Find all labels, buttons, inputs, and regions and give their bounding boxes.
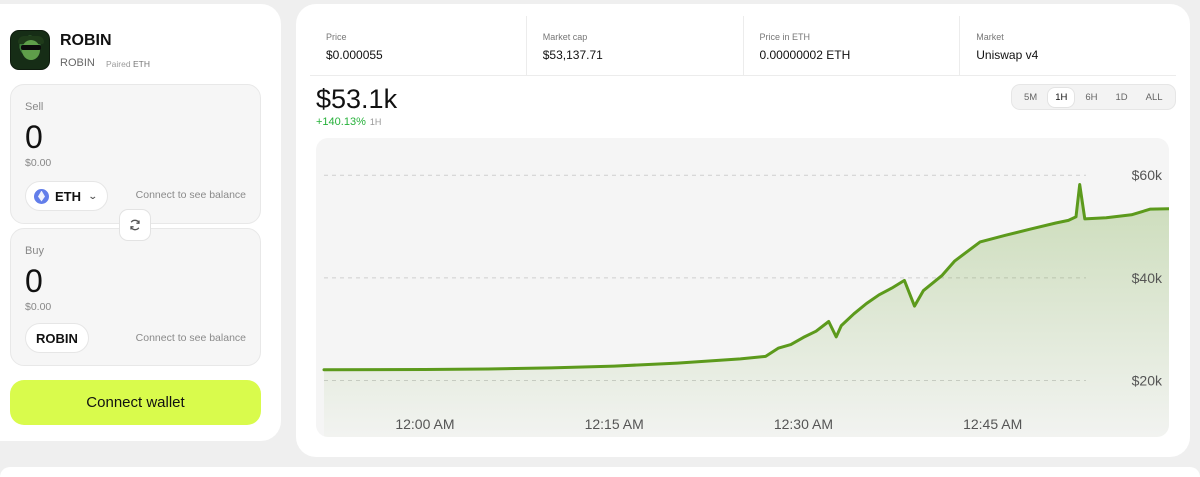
- tab-all[interactable]: ALL: [1145, 91, 1163, 103]
- buy-label: Buy: [25, 245, 44, 257]
- swap-direction-button[interactable]: [119, 209, 151, 241]
- chevron-down-icon: ⌄: [87, 190, 98, 201]
- sell-usd-value: $0.00: [25, 157, 52, 169]
- x-tick-label: 12:15 AM: [585, 416, 644, 432]
- price-area-fill: [324, 184, 1169, 437]
- price-change: +140.13% 1H: [316, 116, 381, 128]
- tab-5m[interactable]: 5M: [1024, 91, 1038, 103]
- bottom-card-edge: [0, 467, 1200, 477]
- stat-price-in-eth: Price in ETH 0.00000002 ETH: [744, 16, 961, 75]
- sell-token-label: ETH: [55, 188, 81, 204]
- stat-value: Uniswap v4: [976, 48, 1039, 62]
- stat-market-cap: Market cap $53,137.71: [527, 16, 744, 75]
- stat-value: $0.000055: [326, 48, 383, 62]
- buy-token-selector[interactable]: ROBIN: [25, 323, 89, 353]
- buy-amount-input[interactable]: 0: [25, 263, 43, 299]
- paired-label: Paired: [106, 59, 131, 69]
- token-header: ROBIN ROBIN Paired ETH: [10, 28, 260, 72]
- headline-value: $53.1k: [316, 84, 398, 114]
- sell-label: Sell: [25, 101, 44, 113]
- stat-label: Market cap: [542, 32, 588, 42]
- connect-wallet-button[interactable]: Connect wallet: [10, 380, 261, 425]
- swap-arrows-icon: [130, 219, 140, 231]
- tab-1h[interactable]: 1H: [1048, 87, 1075, 107]
- buy-usd-value: $0.00: [25, 301, 52, 313]
- paired-info: Paired ETH: [106, 59, 150, 69]
- stat-price: Price $0.000055: [310, 16, 527, 75]
- stat-label: Price in ETH: [759, 32, 811, 42]
- stats-row: Price $0.000055 Market cap $53,137.71 Pr…: [310, 16, 1176, 76]
- chart-card: Price $0.000055 Market cap $53,137.71 Pr…: [296, 4, 1190, 457]
- sell-balance-text: Connect to see balance: [135, 189, 246, 201]
- y-tick-label: $40k: [1132, 270, 1163, 286]
- stat-label: Price: [326, 32, 347, 42]
- stat-market: Market Uniswap v4: [960, 16, 1176, 75]
- robin-avatar-icon: [10, 30, 50, 70]
- change-percent: +140.13%: [316, 116, 366, 128]
- timeframe-selector: 5M 1H 6H 1D ALL: [1011, 84, 1176, 110]
- token-name: ROBIN: [60, 32, 112, 49]
- y-tick-label: $20k: [1132, 373, 1163, 389]
- swap-card: ROBIN ROBIN Paired ETH Sell 0 $0.00 ETH …: [0, 4, 281, 441]
- x-tick-label: 12:45 AM: [963, 416, 1022, 432]
- change-timeframe: 1H: [369, 117, 382, 127]
- price-line: [322, 183, 1169, 372]
- x-tick-label: 12:30 AM: [774, 416, 833, 432]
- buy-panel[interactable]: Buy 0 $0.00 ROBIN Connect to see balance: [10, 228, 261, 366]
- price-chart[interactable]: $20k $40k $60k 12:00 AM 12:15 AM 12:30 AM 12:4…: [316, 138, 1169, 437]
- price-chart-svg: $20k $40k $60k 12:00 AM 12:15 AM 12:30 AM 12:4…: [322, 167, 1169, 437]
- sell-token-selector[interactable]: ETH ⌄: [25, 181, 108, 211]
- x-tick-label: 12:00 AM: [395, 416, 454, 432]
- stat-label: Market: [976, 32, 1004, 42]
- tab-1d[interactable]: 1D: [1115, 91, 1128, 103]
- stat-value: $53,137.71: [542, 48, 603, 62]
- stat-value: 0.00000002 ETH: [759, 48, 851, 62]
- tab-6h[interactable]: 6H: [1085, 91, 1098, 103]
- sell-panel[interactable]: Sell 0 $0.00 ETH ⌄ Connect to see balanc…: [10, 84, 261, 224]
- token-symbol: ROBIN: [60, 57, 95, 69]
- eth-icon: [34, 188, 49, 204]
- paired-value: ETH: [132, 59, 150, 69]
- y-tick-label: $60k: [1132, 167, 1163, 183]
- sell-amount-input[interactable]: 0: [25, 119, 43, 155]
- buy-token-label: ROBIN: [36, 330, 78, 346]
- buy-balance-text: Connect to see balance: [135, 332, 246, 344]
